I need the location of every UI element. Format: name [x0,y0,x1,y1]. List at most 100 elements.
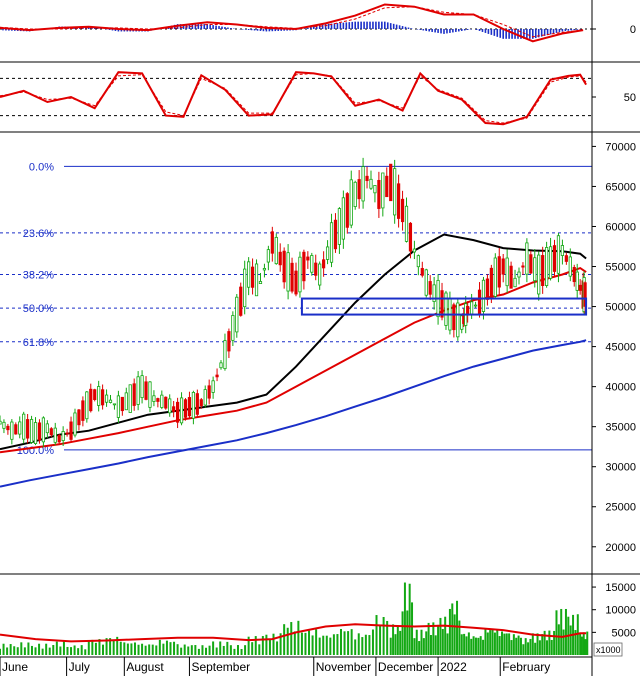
volume-bar [62,641,65,655]
volume-bar [484,628,487,655]
candle-body [223,340,227,370]
volume-bar [364,634,367,655]
volume-bar [190,645,193,655]
candle-body [548,246,553,279]
candle-body [353,181,357,208]
volume-bar [201,645,204,655]
volume-bar [52,645,55,655]
volume-bar [112,639,115,655]
volume-bar [126,643,129,655]
candle-body [412,248,417,253]
volume-bar [38,643,41,655]
volume-bar [148,644,151,655]
volume-bar [236,645,239,655]
candle-body [239,286,243,316]
price-tick-label: 40000 [605,382,636,394]
volume-bar [368,635,371,655]
volume-bar [73,645,76,655]
fibonacci-level-label: 23.6% [23,228,54,240]
volume-panel: 5000 10000 15000 x1000 [0,582,636,657]
volume-unit-label: x1000 [596,645,621,655]
candle-body [575,271,579,291]
volume-bar [460,634,463,655]
candle-body [104,394,109,403]
volume-bar [233,648,236,655]
candle-body [473,304,478,307]
volume-bar [399,630,402,655]
candle-body [373,185,377,194]
candle-body [282,250,286,283]
volume-bar [550,639,553,655]
candle-body [381,172,385,209]
candle-body [136,376,140,405]
volume-bar [579,633,582,655]
price-tick-label: 50000 [605,302,636,314]
volume-bar [584,639,587,655]
volume-bar [290,622,293,655]
candle-body [45,423,49,434]
volume-bar [102,644,105,655]
volume-bar [261,636,264,655]
candle-body [493,257,497,297]
candle-body [183,399,188,418]
volume-bar [109,638,112,655]
volume-bar [165,640,168,655]
candle-body [124,392,128,411]
candle-body [341,197,345,240]
candle-body [505,257,509,287]
volume-bar [465,636,468,655]
candle-body [278,251,282,266]
time-axis-label: 2022 [440,660,467,674]
candle-body [529,254,533,274]
volume-bar [229,645,232,655]
candle-body [333,219,338,250]
candle-body [250,266,255,288]
candle-body [306,256,310,261]
candle-body [69,421,73,440]
candle-body [175,401,180,423]
candle-body [440,290,444,318]
volume-bar [315,629,318,655]
candle-body [53,427,57,443]
volume-bar [548,630,551,655]
volume-bar [453,614,456,655]
candle-body [195,393,199,415]
volume-bar [498,636,501,655]
volume-bar [80,645,83,655]
price-tick-label: 65000 [605,181,636,193]
candle-body [545,247,549,286]
candle-body [231,315,235,341]
candle-body [501,258,505,275]
time-axis-label: September [191,660,250,674]
volume-bar [70,647,73,655]
volume-bar [489,630,492,655]
volume-bar [493,632,496,655]
candle-body [578,284,582,291]
candle-body [389,163,393,202]
volume-bar [477,637,480,655]
volume-bar [503,633,506,655]
volume-bar [169,642,172,655]
time-axis-label: July [69,660,90,674]
candle-body [187,397,192,417]
candle-body [191,392,195,419]
volume-bar [23,647,26,655]
volume-bar [205,647,208,655]
candle-body [0,420,2,425]
candle-body [172,406,176,412]
volume-bar [304,632,307,655]
candle-body [404,205,409,242]
volume-bar [105,638,108,655]
volume-bar [215,647,218,655]
volume-bar [434,635,437,655]
candle-body [369,178,373,189]
volume-bar [536,633,539,655]
volume-bar [258,644,261,655]
candle-body [227,331,231,352]
volume-bar [389,637,392,655]
volume-bar [27,642,30,655]
candle-body [509,265,513,289]
volume-bar [429,635,432,655]
volume-bar [538,640,541,655]
volume-bar [467,632,470,655]
